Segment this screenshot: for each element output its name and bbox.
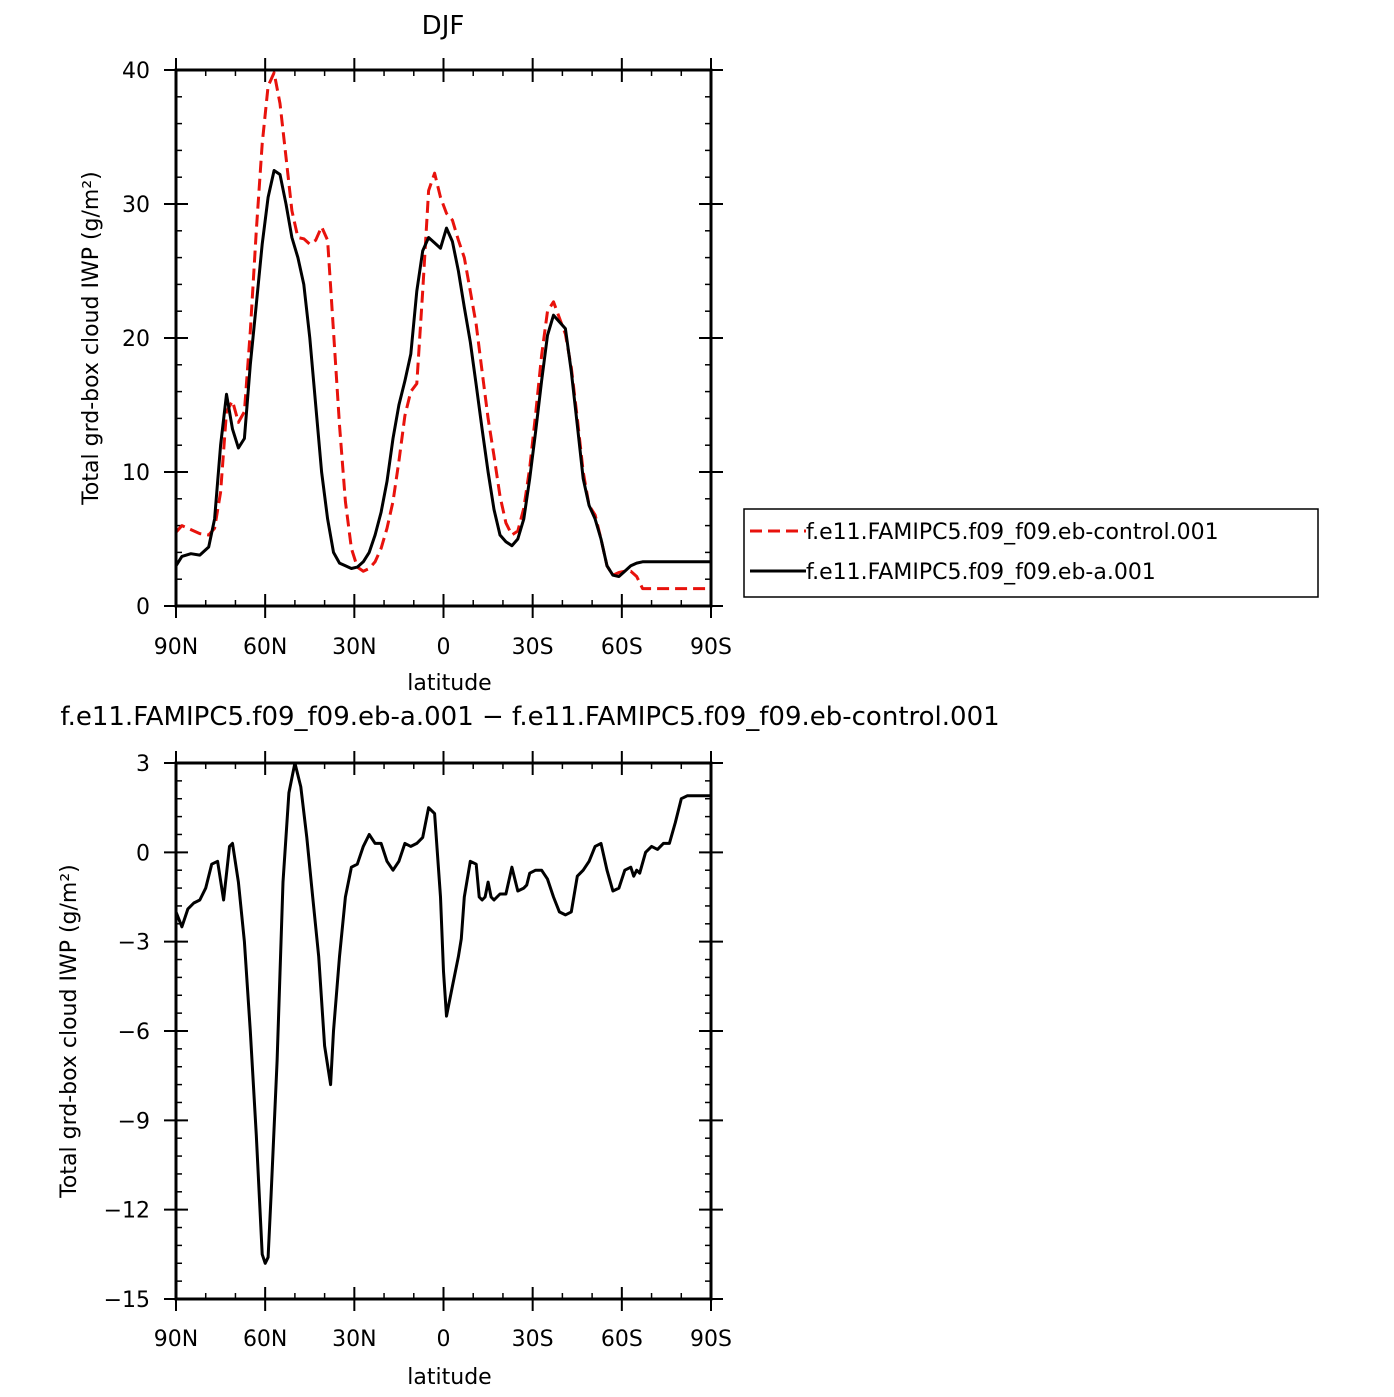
x-tick-label: 90N bbox=[154, 635, 198, 660]
x-tick-label: 60N bbox=[243, 635, 287, 660]
y-tick-label: 0 bbox=[136, 595, 150, 620]
x-tick-label: 30N bbox=[332, 635, 376, 660]
legend-label-2: f.e11.FAMIPC5.f09_f09.eb-a.001 bbox=[806, 560, 1156, 585]
chart-panel-1: DJF 90N 60N 30N 0 30S 60S 90S 0 10 20 30 40 latitude T… bbox=[79, 11, 1319, 696]
y-tick-label: 10 bbox=[122, 461, 150, 486]
x-tick-label: 30N bbox=[332, 1327, 376, 1352]
y-tick-label: −15 bbox=[104, 1288, 150, 1313]
x-axis-label: latitude bbox=[407, 671, 491, 696]
chart-panel-2: f.e11.FAMIPC5.f09_f09.eb-a.001 − f.e11.F… bbox=[57, 702, 1000, 1390]
series-line-1 bbox=[174, 71, 711, 591]
plot-frame bbox=[174, 761, 713, 1301]
y-axis-label: Total grd-box cloud IWP (g/m²) bbox=[57, 864, 82, 1199]
y-tick-label: 30 bbox=[122, 193, 150, 218]
y-tick-label: 3 bbox=[136, 752, 150, 777]
chart-title: f.e11.FAMIPC5.f09_f09.eb-a.001 − f.e11.F… bbox=[60, 702, 999, 732]
x-tick-label: 60S bbox=[601, 635, 643, 660]
y-tick-label: 40 bbox=[122, 59, 150, 84]
x-axis-label: latitude bbox=[407, 1365, 491, 1390]
legend-box bbox=[743, 508, 1319, 598]
x-tick-label: 30S bbox=[512, 635, 554, 660]
x-tick-label: 90S bbox=[690, 635, 732, 660]
y-tick-label: −9 bbox=[118, 1109, 150, 1134]
x-tick-label: 0 bbox=[437, 635, 451, 660]
chart-title: DJF bbox=[422, 11, 465, 41]
x-tick-label: 90N bbox=[154, 1327, 198, 1352]
plot-frame bbox=[174, 68, 713, 608]
y-tick-label: −6 bbox=[118, 1020, 150, 1045]
y-tick-label: 20 bbox=[122, 327, 150, 352]
y-axis-label: Total grd-box cloud IWP (g/m²) bbox=[79, 171, 104, 506]
y-tick-label: −12 bbox=[104, 1199, 150, 1224]
series-line-2 bbox=[174, 169, 711, 578]
y-tick-label: −3 bbox=[118, 931, 150, 956]
x-tick-label: 60N bbox=[243, 1327, 287, 1352]
series-line-1 bbox=[174, 761, 711, 1265]
x-tick-label: 0 bbox=[437, 1327, 451, 1352]
x-tick-label: 60S bbox=[601, 1327, 643, 1352]
legend-label-1: f.e11.FAMIPC5.f09_f09.eb-control.001 bbox=[806, 520, 1219, 545]
legend: f.e11.FAMIPC5.f09_f09.eb-control.001 f.e1… bbox=[743, 508, 1319, 598]
y-tick-label: 0 bbox=[136, 841, 150, 866]
x-tick-label: 90S bbox=[690, 1327, 732, 1352]
x-tick-label: 30S bbox=[512, 1327, 554, 1352]
